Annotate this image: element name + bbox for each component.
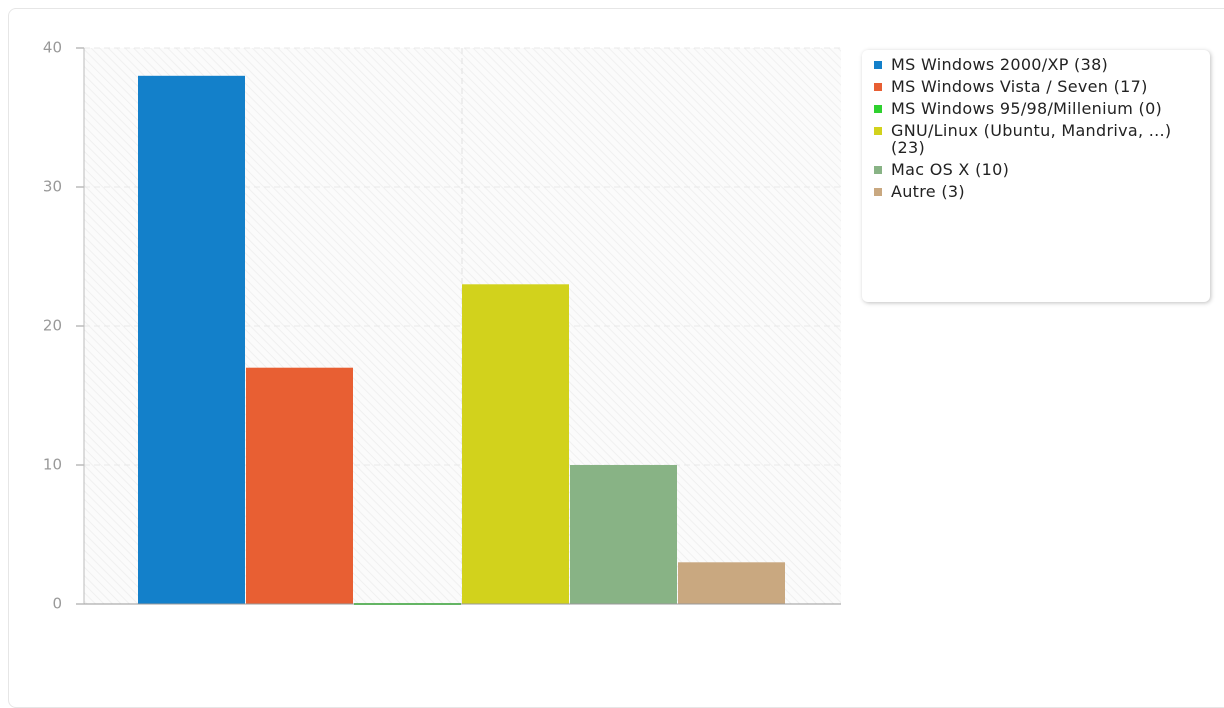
bar <box>138 75 245 605</box>
legend-swatch <box>874 83 882 91</box>
legend-swatch <box>874 127 882 135</box>
bar <box>462 284 569 604</box>
legend-label: MS Windows 95/98/Millenium (0) <box>891 99 1163 118</box>
legend-entry: Autre (3) <box>874 183 1200 200</box>
legend-label: Autre (3) <box>891 182 965 201</box>
legend-label: MS Windows Vista / Seven (17) <box>891 77 1148 96</box>
y-tick-label: 30 <box>43 178 62 196</box>
legend-label: Mac OS X (10) <box>891 160 1010 179</box>
bar <box>678 562 785 604</box>
legend-swatch <box>874 105 882 113</box>
legend: MS Windows 2000/XP (38) MS Windows Vista … <box>862 50 1210 302</box>
bar <box>570 465 677 604</box>
legend-entry: Mac OS X (10) <box>874 161 1200 178</box>
legend-swatch <box>874 166 882 174</box>
y-tick-label: 0 <box>52 595 62 613</box>
legend-entry: MS Windows 95/98/Millenium (0) <box>874 100 1200 117</box>
y-tick-label: 40 <box>43 39 62 57</box>
legend-entry: GNU/Linux (Ubuntu, Mandriva, ...) (23) <box>874 122 1200 156</box>
y-tick-label: 20 <box>43 317 62 335</box>
chart: 0 10 20 30 40 <box>43 39 841 613</box>
legend-label: GNU/Linux (Ubuntu, Mandriva, ...) (23) <box>891 121 1172 157</box>
page: {"chart_data": {"type": "bar", "series":… <box>8 8 1224 708</box>
legend-swatch <box>874 61 882 69</box>
legend-entry: MS Windows 2000/XP (38) <box>874 56 1200 73</box>
legend-swatch <box>874 188 882 196</box>
legend-entry: MS Windows Vista / Seven (17) <box>874 78 1200 95</box>
legend-label: MS Windows 2000/XP (38) <box>891 55 1109 74</box>
bar <box>246 367 353 604</box>
y-tick-label: 10 <box>43 456 62 474</box>
